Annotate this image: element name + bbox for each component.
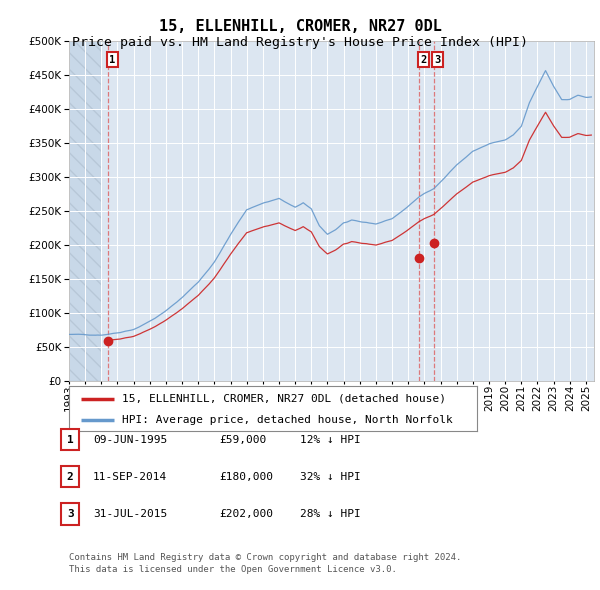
Text: 15, ELLENHILL, CROMER, NR27 0DL (detached house): 15, ELLENHILL, CROMER, NR27 0DL (detache… [122, 394, 446, 404]
Text: £59,000: £59,000 [219, 435, 266, 444]
Text: 1: 1 [67, 435, 74, 444]
Text: 31-JUL-2015: 31-JUL-2015 [93, 509, 167, 519]
Text: 2: 2 [67, 472, 74, 481]
Bar [69, 41, 101, 381]
Text: 11-SEP-2014: 11-SEP-2014 [93, 472, 167, 481]
Text: 09-JUN-1995: 09-JUN-1995 [93, 435, 167, 444]
Text: Contains HM Land Registry data © Crown copyright and database right 2024.
This d: Contains HM Land Registry data © Crown c… [69, 553, 461, 574]
Text: HPI: Average price, detached house, North Norfolk: HPI: Average price, detached house, Nort… [122, 415, 453, 425]
Bar [69, 41, 101, 381]
Text: 32% ↓ HPI: 32% ↓ HPI [300, 472, 361, 481]
Text: 12% ↓ HPI: 12% ↓ HPI [300, 435, 361, 444]
Text: 3: 3 [434, 55, 441, 65]
Text: Price paid vs. HM Land Registry's House Price Index (HPI): Price paid vs. HM Land Registry's House … [72, 36, 528, 49]
Text: 15, ELLENHILL, CROMER, NR27 0DL: 15, ELLENHILL, CROMER, NR27 0DL [158, 19, 442, 34]
Text: 2: 2 [420, 55, 427, 65]
Text: £180,000: £180,000 [219, 472, 273, 481]
Text: 3: 3 [67, 509, 74, 519]
Text: 1: 1 [109, 55, 115, 65]
Text: 28% ↓ HPI: 28% ↓ HPI [300, 509, 361, 519]
Text: £202,000: £202,000 [219, 509, 273, 519]
